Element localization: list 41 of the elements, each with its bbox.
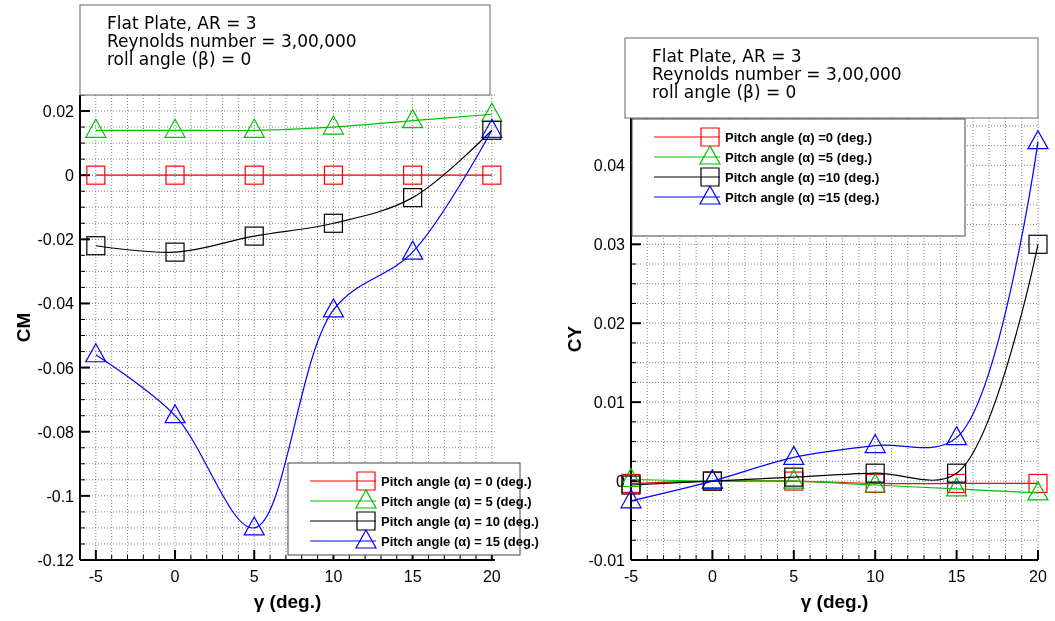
legend-label: Pitch angle (α) =5 (deg.) xyxy=(725,150,873,165)
y-axis-title: CM xyxy=(13,312,34,343)
x-tick-label: 20 xyxy=(482,568,501,585)
x-tick-label: 20 xyxy=(1029,568,1047,585)
y-tick-label: -0.04 xyxy=(37,295,75,313)
x-tick-label: 15 xyxy=(947,568,966,585)
x-tick-label: 5 xyxy=(249,568,259,585)
legend-label: Pitch angle (α) = 5 (deg.) xyxy=(381,494,532,509)
x-tick-label: -5 xyxy=(623,568,639,585)
x-axis-title: γ (deg.) xyxy=(800,591,869,612)
legend-label: Pitch angle (α) =15 (deg.) xyxy=(725,190,880,205)
legend-label: Pitch angle (α) =10 (deg.) xyxy=(725,170,880,185)
x-tick-label: 10 xyxy=(324,568,343,585)
y-tick-label: -0.02 xyxy=(37,231,75,249)
x-tick-label: 5 xyxy=(789,568,799,585)
x-axis-title: γ (deg.) xyxy=(253,591,322,612)
text: Reynolds number = 3,00,000 xyxy=(107,31,357,51)
y-tick-label: -0.08 xyxy=(37,423,75,441)
x-tick-label: 10 xyxy=(866,568,885,585)
legend-label: Pitch angle (α) = 15 (deg.) xyxy=(381,534,539,549)
text: Flat Plate, AR = 3 xyxy=(107,13,257,33)
x-tick-label: 15 xyxy=(403,568,422,585)
y-axis-title: CY xyxy=(564,325,585,353)
y-tick-label: 0 xyxy=(65,167,75,185)
x-tick-label: 0 xyxy=(170,568,180,585)
x-tick-label: 0 xyxy=(707,568,717,585)
y-tick-label: 0.03 xyxy=(593,236,626,254)
x-tick-label: -5 xyxy=(88,568,104,585)
legend-label: Pitch angle (α) = 10 (deg.) xyxy=(381,514,539,529)
y-tick-label: 0.04 xyxy=(593,157,626,175)
text: Reynolds number = 3,00,000 xyxy=(652,64,902,84)
y-tick-label: -0.06 xyxy=(37,359,75,377)
y-tick-label: -0.12 xyxy=(37,552,75,569)
text: Flat Plate, AR = 3 xyxy=(652,46,802,66)
y-tick-label: -0.1 xyxy=(46,487,75,505)
y-tick-label: 0.01 xyxy=(593,394,626,412)
y-tick-label: 0.02 xyxy=(593,315,626,333)
y-tick-label: -0.01 xyxy=(588,552,626,569)
legend-label: Pitch angle (α) =0 (deg.) xyxy=(725,130,873,145)
legend-label: Pitch angle (α) = 0 (deg.) xyxy=(381,474,532,489)
y-tick-label: 0.02 xyxy=(42,103,75,121)
